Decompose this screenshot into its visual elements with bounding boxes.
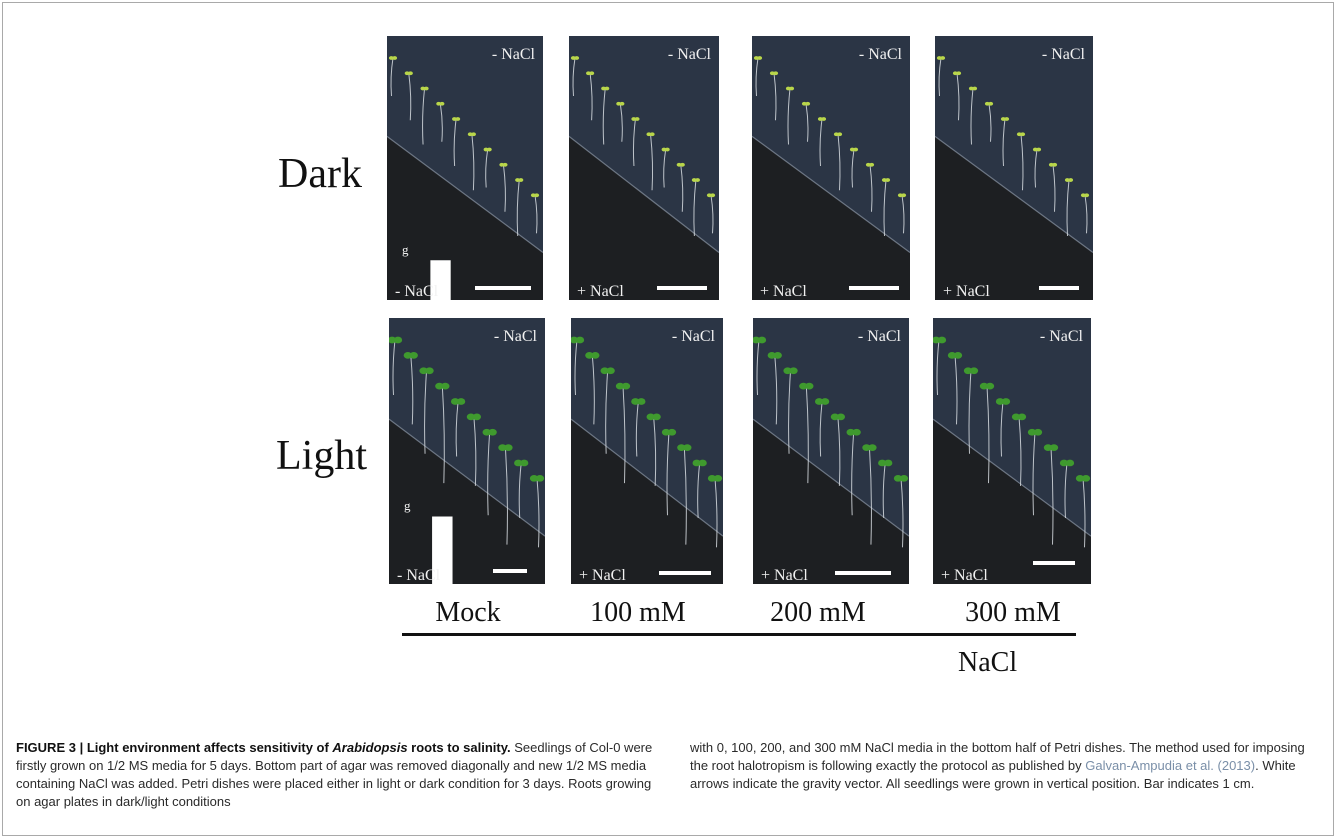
row-label-dark: Dark	[278, 151, 362, 197]
photo-panel-dark-100mm: - NaCl + NaCl	[569, 36, 719, 300]
scale-bar	[1039, 286, 1079, 290]
photo-panel-light-300mm: - NaCl + NaCl	[933, 318, 1091, 584]
axis-label-nacl: NaCl	[958, 647, 1018, 678]
panel-top-label: - NaCl	[857, 328, 901, 345]
photo-panel-dark-200mm: - NaCl + NaCl	[752, 36, 910, 300]
seedling-photo	[753, 318, 909, 584]
seedling-photo	[933, 318, 1091, 584]
caption-title: FIGURE 3 | Light environment affects sen…	[16, 740, 511, 755]
photo-panel-dark-mock: - NaCl g - NaCl	[387, 36, 543, 300]
photo-panel-light-100mm: - NaCl + NaCl	[571, 318, 723, 584]
scale-bar	[475, 286, 531, 290]
seedling-photo	[752, 36, 910, 300]
gravity-label: g	[404, 498, 411, 513]
panel-bottom-label: + NaCl	[579, 567, 626, 584]
photo-panel-light-mock: - NaCl g - NaCl	[389, 318, 545, 584]
gravity-arrow-icon	[432, 516, 453, 584]
panel-bottom-label: + NaCl	[577, 283, 624, 300]
scale-bar	[849, 286, 899, 290]
panel-bottom-label: + NaCl	[760, 283, 807, 300]
caption-right-column: with 0, 100, 200, and 300 mM NaCl media …	[690, 740, 1305, 791]
scale-bar	[493, 569, 527, 573]
row-label-light: Light	[276, 433, 367, 479]
column-label-200mm: 200 mM	[770, 597, 866, 628]
photo-panel-light-200mm: - NaCl + NaCl	[753, 318, 909, 584]
panel-bottom-label: - NaCl	[395, 283, 439, 300]
scale-bar	[657, 286, 707, 290]
seedling-photo	[387, 36, 543, 300]
scale-bar	[659, 571, 711, 575]
panel-top-label: - NaCl	[858, 46, 902, 63]
seedling-photo	[569, 36, 719, 300]
gravity-arrow-icon	[430, 260, 451, 300]
seedling-photo	[389, 318, 545, 584]
caption-left-column: FIGURE 3 | Light environment affects sen…	[16, 739, 656, 811]
column-label-mock: Mock	[435, 597, 501, 628]
column-label-300mm: 300 mM	[965, 597, 1061, 628]
panel-top-label: - NaCl	[493, 328, 537, 345]
panel-top-label: - NaCl	[671, 328, 715, 345]
gravity-label: g	[402, 242, 409, 257]
scale-bar	[1033, 561, 1075, 565]
seedling-photo	[935, 36, 1093, 300]
panel-top-label: - NaCl	[491, 46, 535, 63]
panel-bottom-label: + NaCl	[941, 567, 988, 584]
panel-bottom-label: + NaCl	[761, 567, 808, 584]
seedling-photo	[571, 318, 723, 584]
photo-panel-dark-300mm: - NaCl + NaCl	[935, 36, 1093, 300]
panel-top-label: - NaCl	[1039, 328, 1083, 345]
panel-bottom-label: + NaCl	[943, 283, 990, 300]
scale-bar	[835, 571, 891, 575]
panel-top-label: - NaCl	[667, 46, 711, 63]
column-label-100mm: 100 mM	[590, 597, 686, 628]
concentration-axis-line	[402, 633, 1076, 636]
panel-bottom-label: - NaCl	[397, 567, 441, 584]
citation-link[interactable]: Galvan-Ampudia et al. (2013)	[1085, 758, 1256, 773]
panel-top-label: - NaCl	[1041, 46, 1085, 63]
caption-text-left: Seedlings of Col-0 were firstly grown on…	[16, 740, 653, 809]
